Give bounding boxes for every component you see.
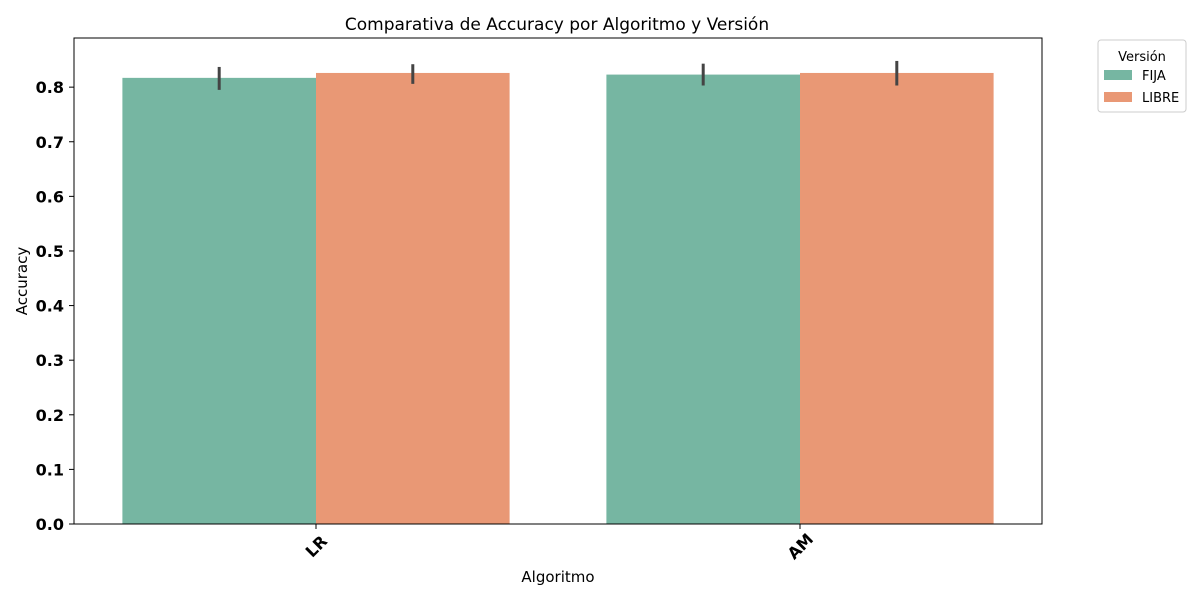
- legend: Versión FIJA LIBRE: [1097, 39, 1187, 113]
- y-tick-label: 0.5: [36, 242, 64, 261]
- x-tick-label: AM: [784, 530, 817, 563]
- chart-title: Comparativa de Accuracy por Algoritmo y …: [345, 15, 769, 35]
- bar-fija-am: [606, 74, 800, 524]
- plot-area: 0.0 0.1 0.2 0.3 0.4 0.5 0.6 0.7 0.8 LR AM: [36, 60, 994, 563]
- x-axis-label: Algoritmo: [521, 568, 594, 586]
- y-tick-label: 0.8: [36, 78, 64, 97]
- x-tick-label: LR: [302, 532, 331, 561]
- legend-swatch-libre: [1104, 92, 1132, 102]
- legend-entry-libre: LIBRE: [1142, 91, 1179, 106]
- y-tick-label: 0.3: [36, 351, 64, 370]
- y-tick-label: 0.0: [36, 515, 64, 534]
- bar-libre-lr: [316, 72, 510, 525]
- y-tick-label: 0.2: [36, 406, 64, 425]
- legend-title: Versión: [1118, 50, 1166, 65]
- y-tick-label: 0.7: [36, 133, 64, 152]
- y-axis-label: Accuracy: [13, 247, 31, 316]
- y-tick-label: 0.6: [36, 187, 64, 206]
- y-tick-label: 0.4: [36, 297, 64, 316]
- plot-frame: [73, 37, 1043, 525]
- bar-fija-lr: [122, 77, 317, 525]
- legend-swatch-fija: [1104, 70, 1132, 80]
- bar-libre-am: [800, 72, 994, 525]
- legend-entry-fija: FIJA: [1142, 69, 1166, 84]
- y-tick-label: 0.1: [36, 460, 64, 479]
